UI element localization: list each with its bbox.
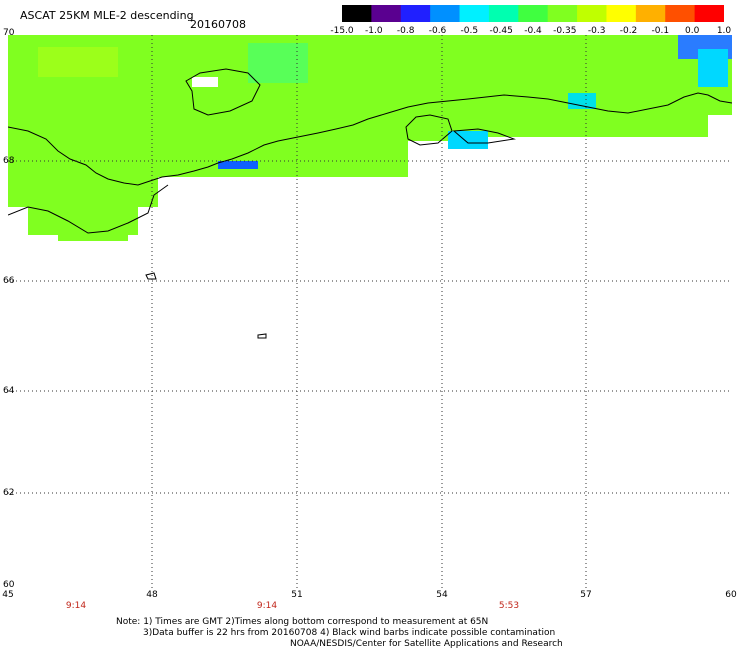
colorbar-segment xyxy=(400,5,431,22)
coastline xyxy=(8,68,732,339)
coastline-islet-a xyxy=(145,272,157,280)
colorbar-label: -1.0 xyxy=(365,26,383,36)
coastline-main xyxy=(8,92,732,186)
coastline-east xyxy=(452,128,516,144)
colorbar-label: -0.5 xyxy=(460,26,479,36)
coastline-ural xyxy=(8,184,169,234)
colorbar-segment xyxy=(459,5,490,22)
swath-cell xyxy=(158,137,408,177)
colorbar-label: -0.1 xyxy=(651,26,670,36)
lon-label-51: 51 xyxy=(291,590,303,600)
swath-cell xyxy=(192,77,218,87)
colorbar-label: 0.0 xyxy=(684,26,700,36)
lat-label-64: 64 xyxy=(3,386,15,396)
colorbar-segment xyxy=(547,5,578,22)
colorbar-label: 1.0 xyxy=(716,26,732,36)
lat-lon-grid xyxy=(8,35,732,588)
swath-cell xyxy=(568,93,596,109)
swath-cell xyxy=(38,47,118,77)
swath-cell xyxy=(358,131,478,141)
colorbar-segment xyxy=(577,5,607,22)
colorbar xyxy=(342,5,724,22)
colorbar-label: -0.45 xyxy=(489,26,513,36)
colorbar-segment xyxy=(694,5,724,22)
pass-time-3: 5:53 xyxy=(498,601,520,611)
footer-credit: NOAA/NESDIS/Center for Satellite Applica… xyxy=(290,639,563,649)
map-date: 20160708 xyxy=(190,18,246,31)
lat-label-60: 60 xyxy=(3,580,15,590)
lat-label-62: 62 xyxy=(3,488,15,498)
map-plot xyxy=(8,35,732,588)
lat-label-68: 68 xyxy=(3,156,15,166)
colorbar-label: -0.4 xyxy=(524,26,542,36)
map-title: ASCAT 25KM MLE-2 descending xyxy=(20,9,194,22)
colorbar-segment xyxy=(665,5,696,22)
colorbar-segment xyxy=(488,5,519,22)
lon-label-54: 54 xyxy=(436,590,448,600)
coastline-kolguev xyxy=(405,114,453,146)
pass-time-1: 9:14 xyxy=(65,601,87,611)
lon-label-45: 45 xyxy=(2,590,14,600)
lon-label-57: 57 xyxy=(580,590,592,600)
swath-cell xyxy=(448,131,488,149)
swath-cell xyxy=(8,137,158,207)
lat-label-70: 70 xyxy=(3,28,15,38)
footer-note-2: 3)Data buffer is 22 hrs from 20160708 4)… xyxy=(143,628,556,638)
colorbar-label: -0.35 xyxy=(553,26,577,36)
colorbar-segment xyxy=(342,5,372,22)
swath-cell xyxy=(8,35,732,137)
colorbar-segment xyxy=(430,5,461,22)
colorbar-segment xyxy=(606,5,637,22)
swath-cell xyxy=(698,49,728,87)
coastline-kanin xyxy=(185,68,261,116)
colorbar-segment xyxy=(518,5,549,22)
swath-cell xyxy=(708,115,732,139)
pass-time-2: 9:14 xyxy=(256,601,278,611)
lon-label-48: 48 xyxy=(146,590,158,600)
colorbar-label: -0.2 xyxy=(619,26,638,36)
footer-note-1: Note: 1) Times are GMT 2)Times along bot… xyxy=(116,617,489,627)
colorbar-segment xyxy=(371,5,402,22)
colorbar-label: -0.3 xyxy=(587,26,606,36)
lat-label-66: 66 xyxy=(3,276,15,286)
colorbar-label: -0.6 xyxy=(428,26,447,36)
swath-cell xyxy=(248,43,308,83)
lon-label-60: 60 xyxy=(725,590,737,600)
swath-cell xyxy=(218,161,258,169)
swath-cell xyxy=(58,233,128,241)
coastline-islet-b xyxy=(257,333,267,339)
colorbar-label: -0.8 xyxy=(396,26,415,36)
colorbar-label: -15.0 xyxy=(330,26,354,36)
colorbar-segment xyxy=(635,5,666,22)
data-swath xyxy=(8,35,732,241)
